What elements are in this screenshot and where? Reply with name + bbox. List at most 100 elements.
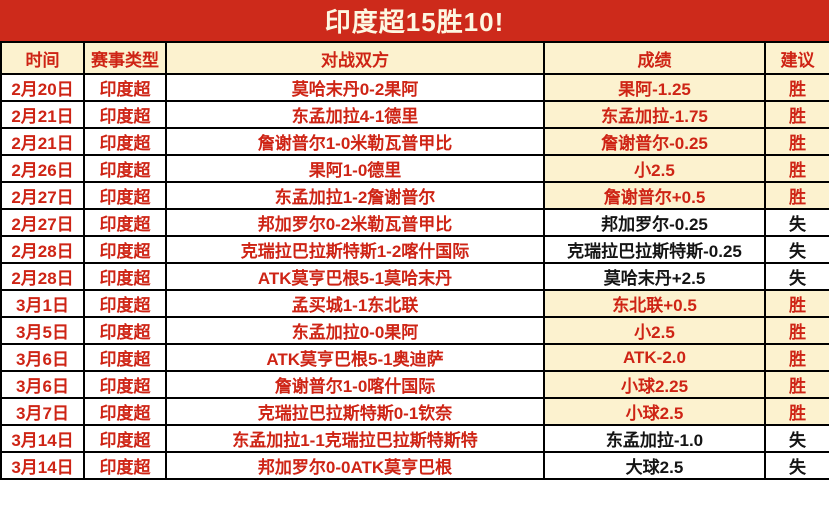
cell-verdict: 胜: [764, 397, 829, 426]
col-header-verdict: 建议: [764, 41, 829, 75]
cell-match: 东孟加拉4-1德里: [165, 100, 545, 129]
cell-verdict: 失: [764, 424, 829, 453]
cell-league: 印度超: [83, 343, 167, 372]
cell-result: 詹谢普尔-0.25: [543, 127, 766, 156]
cell-result: 果阿-1.25: [543, 73, 766, 102]
title-banner: 印度超15胜10!: [0, 0, 829, 41]
cell-verdict: 胜: [764, 343, 829, 372]
cell-match: 东孟加拉0-0果阿: [165, 316, 545, 345]
cell-result: 小球2.5: [543, 397, 766, 426]
cell-league: 印度超: [83, 73, 167, 102]
cell-verdict: 胜: [764, 289, 829, 318]
cell-result: 东孟加拉-1.75: [543, 100, 766, 129]
header-row: 时间 赛事类型 对战双方 成绩 建议: [0, 41, 829, 75]
cell-verdict: 失: [764, 262, 829, 291]
cell-league: 印度超: [83, 370, 167, 399]
cell-match: 詹谢普尔1-0米勒瓦普甲比: [165, 127, 545, 156]
cell-date: 2月26日: [0, 154, 85, 183]
table-row: 3月6日 印度超 詹谢普尔1-0喀什国际 小球2.25 胜: [0, 370, 829, 399]
cell-match: ATK莫亨巴根5-1莫哈末丹: [165, 262, 545, 291]
cell-result: 詹谢普尔+0.5: [543, 181, 766, 210]
cell-match: 东孟加拉1-2詹谢普尔: [165, 181, 545, 210]
cell-match: 邦加罗尔0-0ATK莫亨巴根: [165, 451, 545, 480]
table-row: 3月14日 印度超 邦加罗尔0-0ATK莫亨巴根 大球2.5 失: [0, 451, 829, 480]
col-header-league: 赛事类型: [83, 41, 167, 75]
cell-verdict: 失: [764, 235, 829, 264]
cell-match: 莫哈末丹0-2果阿: [165, 73, 545, 102]
cell-match: 詹谢普尔1-0喀什国际: [165, 370, 545, 399]
cell-league: 印度超: [83, 397, 167, 426]
table-row: 3月5日 印度超 东孟加拉0-0果阿 小2.5 胜: [0, 316, 829, 345]
cell-league: 印度超: [83, 262, 167, 291]
cell-league: 印度超: [83, 289, 167, 318]
table-row: 3月1日 印度超 孟买城1-1东北联 东北联+0.5 胜: [0, 289, 829, 318]
cell-verdict: 失: [764, 208, 829, 237]
cell-verdict: 胜: [764, 100, 829, 129]
cell-league: 印度超: [83, 181, 167, 210]
col-header-match: 对战双方: [165, 41, 545, 75]
cell-verdict: 胜: [764, 181, 829, 210]
col-header-result: 成绩: [543, 41, 766, 75]
table-row: 3月7日 印度超 克瑞拉巴拉斯特斯0-1钦奈 小球2.5 胜: [0, 397, 829, 426]
cell-result: 小2.5: [543, 154, 766, 183]
cell-verdict: 胜: [764, 154, 829, 183]
cell-league: 印度超: [83, 235, 167, 264]
cell-match: 邦加罗尔0-2米勒瓦普甲比: [165, 208, 545, 237]
table-row: 2月27日 印度超 东孟加拉1-2詹谢普尔 詹谢普尔+0.5 胜: [0, 181, 829, 210]
table-row: 2月27日 印度超 邦加罗尔0-2米勒瓦普甲比 邦加罗尔-0.25 失: [0, 208, 829, 237]
table-row: 3月6日 印度超 ATK莫亨巴根5-1奥迪萨 ATK-2.0 胜: [0, 343, 829, 372]
table-row: 3月14日 印度超 东孟加拉1-1克瑞拉巴拉斯特斯特 东孟加拉-1.0 失: [0, 424, 829, 453]
cell-date: 2月21日: [0, 127, 85, 156]
cell-date: 3月7日: [0, 397, 85, 426]
cell-date: 2月27日: [0, 181, 85, 210]
cell-date: 3月14日: [0, 451, 85, 480]
cell-result: 东北联+0.5: [543, 289, 766, 318]
cell-result: 小球2.25: [543, 370, 766, 399]
table-row: 2月28日 印度超 ATK莫亨巴根5-1莫哈末丹 莫哈末丹+2.5 失: [0, 262, 829, 291]
cell-verdict: 胜: [764, 316, 829, 345]
cell-verdict: 胜: [764, 73, 829, 102]
cell-match: 东孟加拉1-1克瑞拉巴拉斯特斯特: [165, 424, 545, 453]
cell-league: 印度超: [83, 100, 167, 129]
cell-date: 2月28日: [0, 262, 85, 291]
cell-date: 2月28日: [0, 235, 85, 264]
cell-result: 莫哈末丹+2.5: [543, 262, 766, 291]
cell-date: 3月14日: [0, 424, 85, 453]
cell-result: 邦加罗尔-0.25: [543, 208, 766, 237]
cell-verdict: 失: [764, 451, 829, 480]
cell-league: 印度超: [83, 451, 167, 480]
cell-date: 3月5日: [0, 316, 85, 345]
cell-league: 印度超: [83, 154, 167, 183]
table-row: 2月26日 印度超 果阿1-0德里 小2.5 胜: [0, 154, 829, 183]
cell-league: 印度超: [83, 208, 167, 237]
cell-date: 2月21日: [0, 100, 85, 129]
page-title: 印度超15胜10!: [324, 7, 505, 37]
cell-result: 东孟加拉-1.0: [543, 424, 766, 453]
cell-match: 孟买城1-1东北联: [165, 289, 545, 318]
table-body: 2月20日 印度超 莫哈末丹0-2果阿 果阿-1.25 胜 2月21日 印度超 东孟加拉4-1…: [0, 73, 829, 480]
cell-match: 果阿1-0德里: [165, 154, 545, 183]
cell-match: 克瑞拉巴拉斯特斯0-1钦奈: [165, 397, 545, 426]
cell-verdict: 胜: [764, 127, 829, 156]
table-row: 2月21日 印度超 东孟加拉4-1德里 东孟加拉-1.75 胜: [0, 100, 829, 129]
cell-verdict: 胜: [764, 370, 829, 399]
cell-match: ATK莫亨巴根5-1奥迪萨: [165, 343, 545, 372]
cell-result: 小2.5: [543, 316, 766, 345]
table-header: 时间 赛事类型 对战双方 成绩 建议: [0, 41, 829, 75]
cell-date: 2月27日: [0, 208, 85, 237]
table-row: 2月20日 印度超 莫哈末丹0-2果阿 果阿-1.25 胜: [0, 73, 829, 102]
cell-league: 印度超: [83, 127, 167, 156]
col-header-time: 时间: [0, 41, 85, 75]
cell-date: 3月1日: [0, 289, 85, 318]
cell-result: ATK-2.0: [543, 343, 766, 372]
cell-match: 克瑞拉巴拉斯特斯1-2喀什国际: [165, 235, 545, 264]
cell-result: 克瑞拉巴拉斯特斯-0.25: [543, 235, 766, 264]
results-table: 时间 赛事类型 对战双方 成绩 建议 2月20日 印度超 莫哈末丹0-2果阿 果阿-1…: [0, 41, 829, 480]
table-row: 2月21日 印度超 詹谢普尔1-0米勒瓦普甲比 詹谢普尔-0.25 胜: [0, 127, 829, 156]
cell-league: 印度超: [83, 316, 167, 345]
cell-league: 印度超: [83, 424, 167, 453]
cell-result: 大球2.5: [543, 451, 766, 480]
cell-date: 3月6日: [0, 370, 85, 399]
cell-date: 2月20日: [0, 73, 85, 102]
table-row: 2月28日 印度超 克瑞拉巴拉斯特斯1-2喀什国际 克瑞拉巴拉斯特斯-0.25 失: [0, 235, 829, 264]
